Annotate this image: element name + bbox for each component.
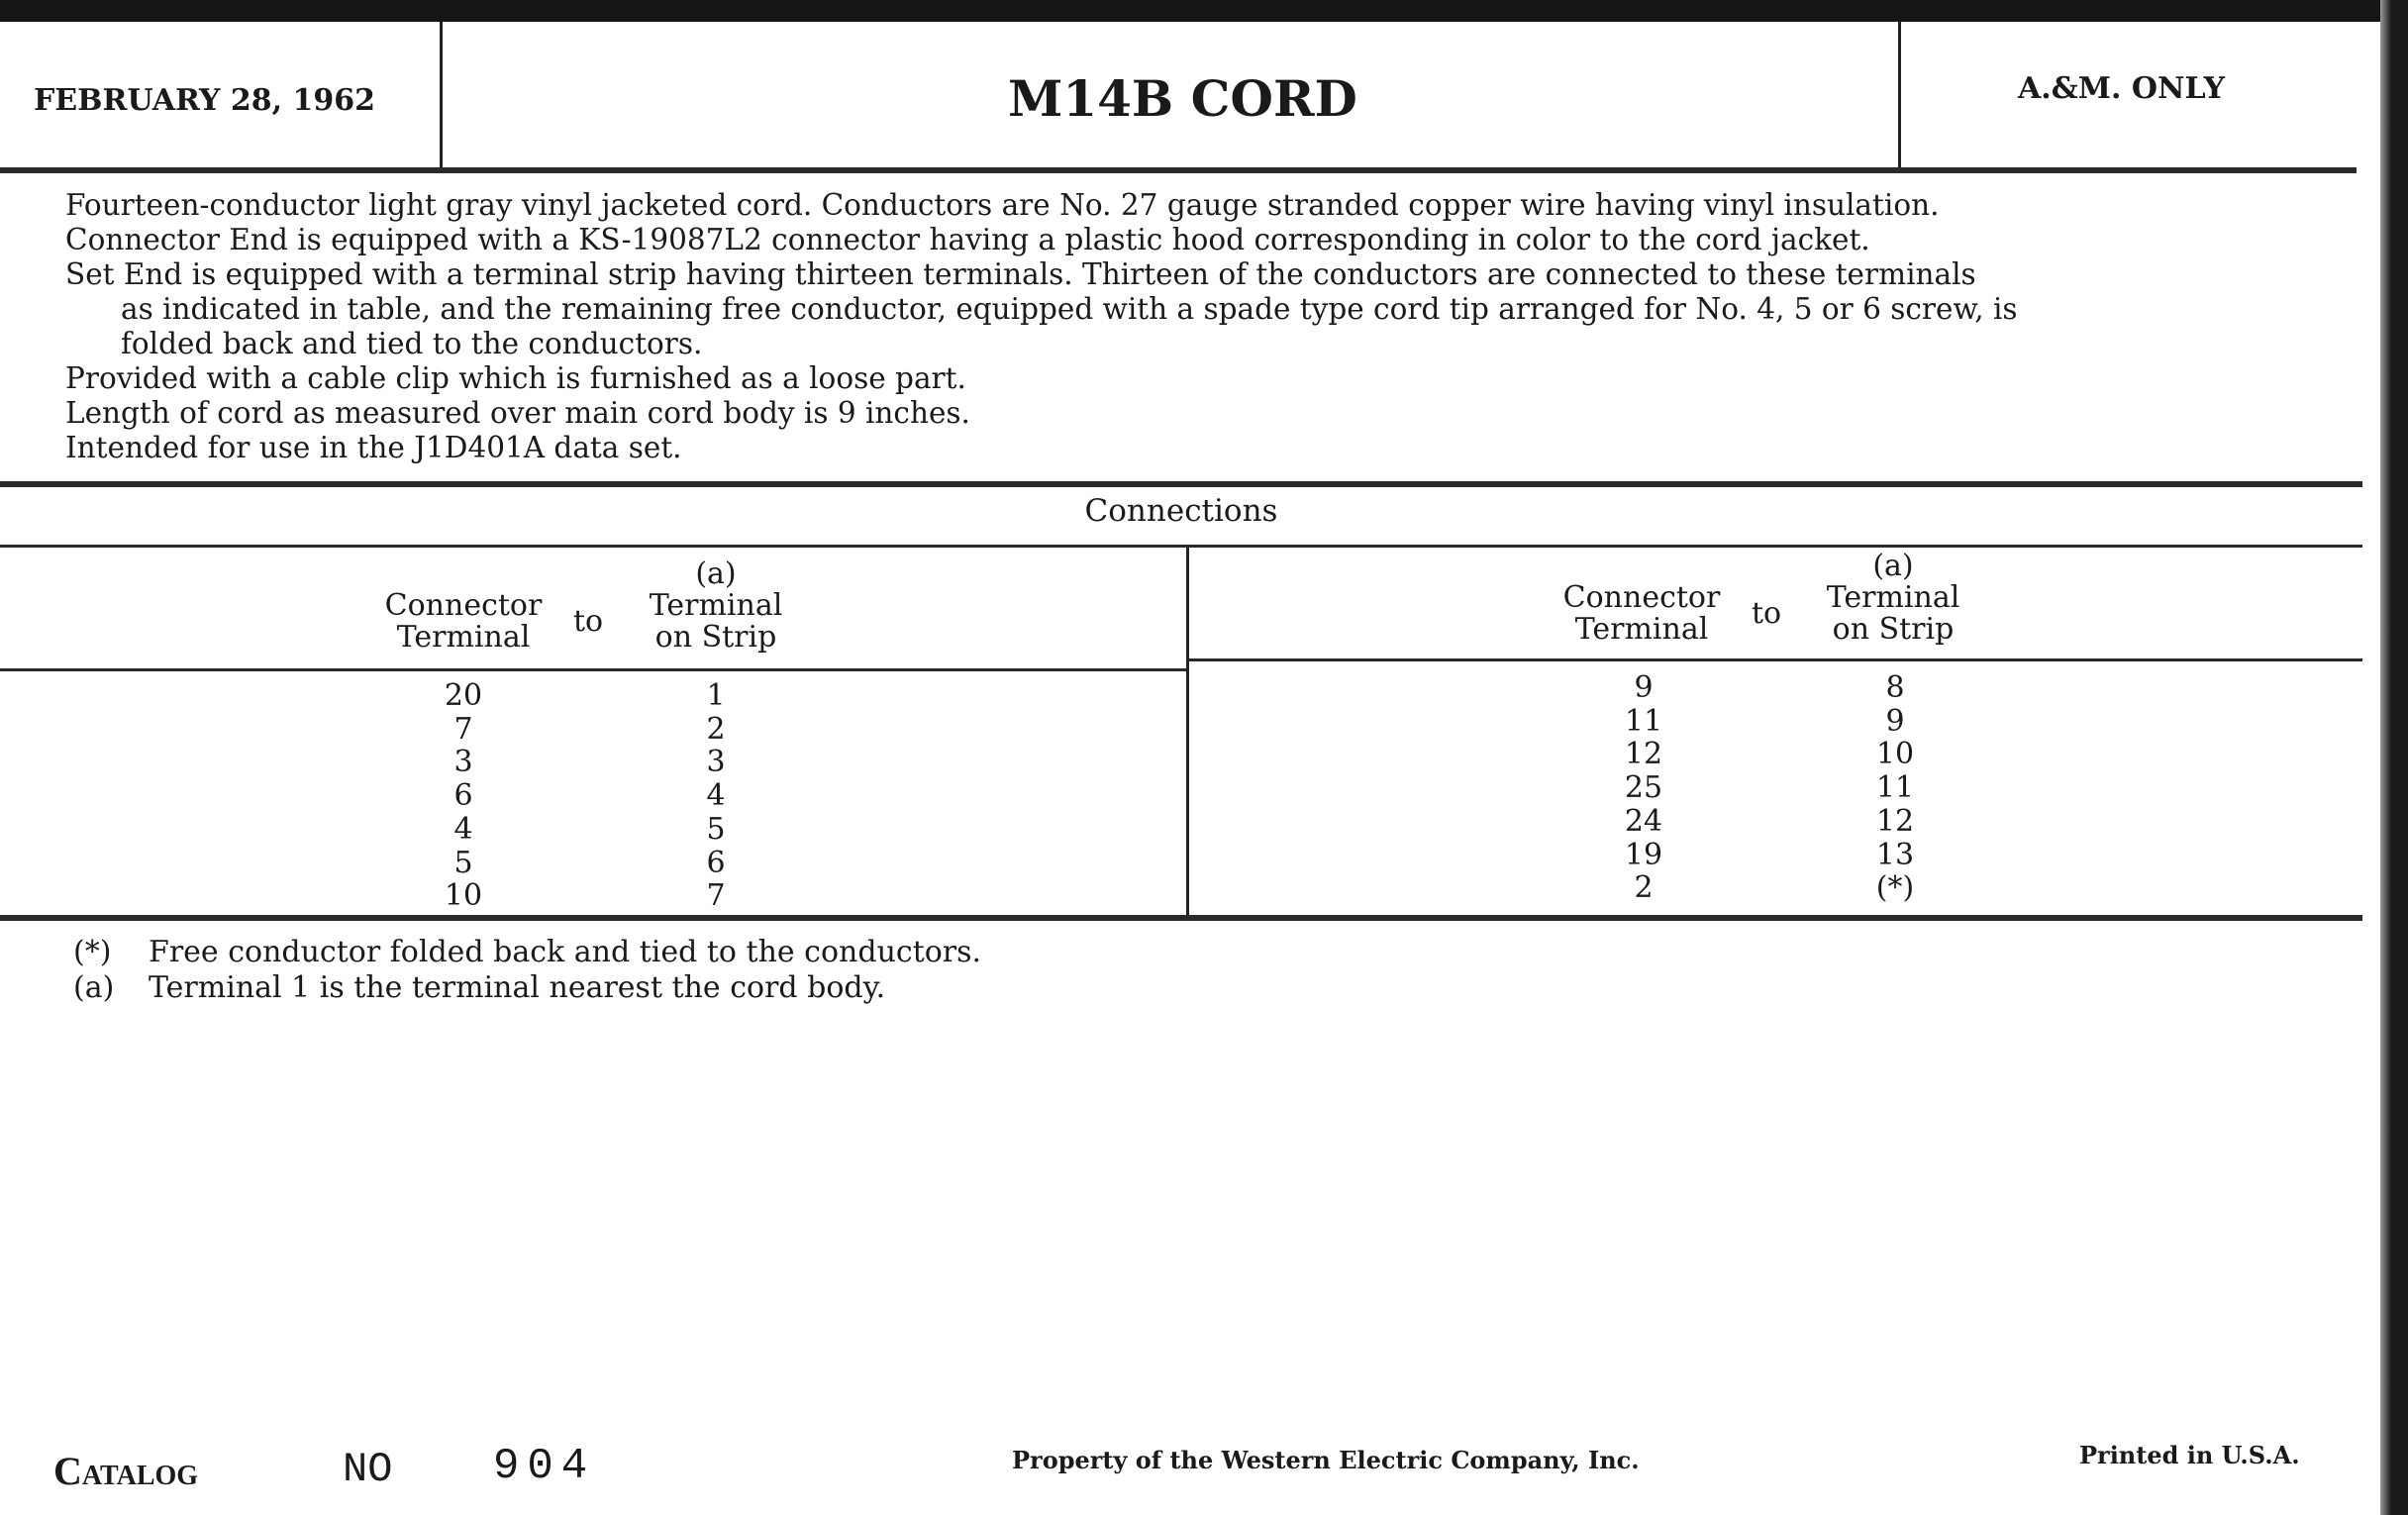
table-row: 25 11 bbox=[1584, 771, 1955, 805]
strip-terminal-cell: 10 bbox=[1875, 737, 1915, 772]
header-text: Terminal bbox=[396, 620, 531, 655]
scan-border-top bbox=[0, 0, 2408, 22]
connector-terminal-cell: 9 bbox=[1634, 670, 1654, 705]
column-header-to: to bbox=[572, 604, 604, 639]
description-line: Connector End is equipped with a KS-1908… bbox=[65, 223, 1870, 256]
table-row: 11 9 bbox=[1584, 705, 1955, 739]
description-line: Fourteen-conductor light gray vinyl jack… bbox=[65, 188, 1940, 222]
connector-terminal-cell: 3 bbox=[453, 745, 473, 780]
connector-terminal-cell: 10 bbox=[444, 878, 483, 914]
strip-terminal-cell: (*) bbox=[1875, 870, 1915, 906]
strip-terminal-cell: 1 bbox=[706, 678, 726, 713]
header-text: (a) bbox=[695, 556, 737, 591]
table-title: Connections bbox=[1084, 493, 1278, 529]
header-text: Connector bbox=[1562, 580, 1721, 615]
table-row: 2 (*) bbox=[1584, 871, 1955, 905]
connector-terminal-cell: 4 bbox=[453, 811, 473, 847]
column-header-terminal: (a) Terminal on Strip bbox=[1794, 551, 1992, 646]
strip-terminal-cell: 6 bbox=[706, 845, 726, 880]
table-right-body: 9 8 11 9 12 10 25 11 24 12 19 13 2 (*) bbox=[1584, 671, 1955, 905]
connector-terminal-cell: 5 bbox=[453, 845, 473, 880]
column-header-connector: Connector Terminal bbox=[1543, 582, 1741, 646]
connector-terminal-cell: 7 bbox=[453, 711, 473, 747]
footnote: (a) Terminal 1 is the terminal nearest th… bbox=[73, 970, 885, 1006]
footnote-mark: (*) bbox=[73, 935, 112, 969]
page-title: M14B CORD bbox=[1008, 69, 1357, 128]
description-line: Length of cord as measured over main cor… bbox=[65, 396, 970, 430]
strip-terminal-cell: 7 bbox=[706, 878, 726, 914]
table-rule bbox=[0, 545, 2362, 548]
strip-terminal-cell: 8 bbox=[1885, 670, 1905, 705]
connector-terminal-cell: 20 bbox=[444, 678, 483, 713]
table-rule bbox=[1189, 658, 2362, 661]
strip-terminal-cell: 2 bbox=[706, 711, 726, 747]
description-line: as indicated in table, and the remaining… bbox=[121, 292, 2018, 326]
column-header-to: to bbox=[1751, 596, 1782, 631]
connector-terminal-cell: 24 bbox=[1624, 803, 1663, 839]
header-divider bbox=[1898, 22, 1901, 170]
strip-terminal-cell: 11 bbox=[1875, 770, 1915, 806]
header-text: Terminal bbox=[1574, 612, 1709, 647]
footnote-text: Free conductor folded back and tied to t… bbox=[149, 935, 982, 969]
footnote-mark: (a) bbox=[73, 970, 115, 1005]
description-line: Set End is equipped with a terminal stri… bbox=[65, 257, 1976, 291]
footnote: (*) Free conductor folded back and tied t… bbox=[73, 935, 981, 970]
strip-terminal-cell: 4 bbox=[706, 778, 726, 814]
header-text: Connector bbox=[384, 588, 543, 623]
table-left-body: 20 1 7 2 3 3 6 4 4 5 5 6 10 7 bbox=[404, 679, 775, 913]
table-row: 12 10 bbox=[1584, 738, 1955, 771]
connector-terminal-cell: 6 bbox=[453, 778, 473, 814]
connector-terminal-cell: 19 bbox=[1624, 837, 1663, 872]
connector-terminal-cell: 25 bbox=[1624, 770, 1663, 806]
strip-terminal-cell: 13 bbox=[1875, 837, 1915, 872]
header-date: FEBRUARY 28, 1962 bbox=[34, 83, 375, 118]
catalog-no-label: NO bbox=[343, 1446, 393, 1493]
catalog-number: 904 bbox=[493, 1442, 596, 1491]
description-line: Intended for use in the J1D401A data set… bbox=[65, 431, 682, 464]
header-text: on Strip bbox=[654, 620, 777, 655]
connector-terminal-cell: 12 bbox=[1624, 737, 1663, 772]
table-row: 19 13 bbox=[1584, 837, 1955, 872]
scan-border-right bbox=[2380, 0, 2408, 1515]
header-text: (a) bbox=[1872, 549, 1914, 583]
connector-terminal-cell: 11 bbox=[1624, 703, 1663, 739]
header-text: Terminal bbox=[649, 588, 783, 623]
column-header-terminal: (a) Terminal on Strip bbox=[617, 558, 815, 654]
header-divider bbox=[440, 22, 443, 172]
strip-terminal-cell: 9 bbox=[1885, 703, 1905, 739]
footnote-text: Terminal 1 is the terminal nearest the c… bbox=[149, 970, 886, 1005]
description-line: Provided with a cable clip which is furn… bbox=[65, 361, 966, 395]
divider bbox=[0, 481, 2362, 487]
strip-terminal-cell: 3 bbox=[706, 745, 726, 780]
divider bbox=[0, 915, 2362, 921]
header-restriction: A.&M. ONLY bbox=[2018, 71, 2226, 106]
strip-terminal-cell: 12 bbox=[1875, 803, 1915, 839]
description: Fourteen-conductor light gray vinyl jack… bbox=[65, 188, 2018, 465]
table-row: 24 12 bbox=[1584, 805, 1955, 839]
table-row: 20 1 bbox=[404, 679, 775, 713]
strip-terminal-cell: 5 bbox=[706, 811, 726, 847]
header-text: Terminal bbox=[1826, 580, 1960, 615]
footer-printed: Printed in U.S.A. bbox=[2079, 1441, 2300, 1469]
connector-terminal-cell: 2 bbox=[1634, 870, 1654, 906]
footer-property: Property of the Western Electric Company… bbox=[1012, 1446, 1640, 1474]
table-row: 10 7 bbox=[404, 879, 775, 913]
description-line: folded back and tied to the conductors. bbox=[121, 327, 703, 360]
column-header-connector: Connector Terminal bbox=[364, 590, 562, 654]
divider bbox=[0, 167, 2357, 173]
catalog-label: Catalog bbox=[53, 1449, 199, 1493]
header-text: on Strip bbox=[1832, 612, 1955, 647]
table-rule bbox=[0, 668, 1186, 671]
table-divider bbox=[1186, 547, 1189, 921]
